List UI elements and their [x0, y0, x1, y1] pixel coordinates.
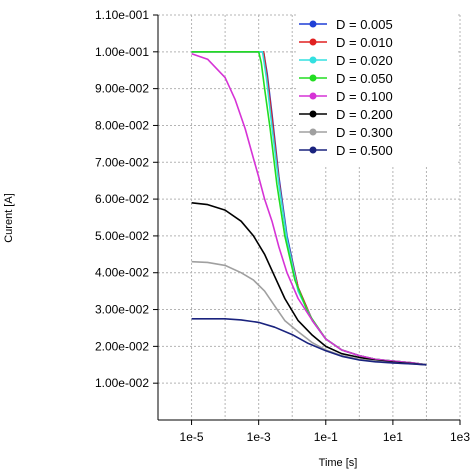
legend-marker: [309, 92, 317, 100]
y-tick-label: 7.00e-002: [95, 155, 149, 169]
legend-entry-label: D = 0.050: [336, 71, 393, 86]
series-line-0100: [191, 52, 427, 366]
legend-marker: [309, 128, 317, 136]
x-tick-label: 1e1: [383, 430, 403, 444]
y-tick-label: 1.00e-001: [95, 45, 149, 59]
x-tick-label: 1e3: [450, 430, 470, 444]
y-tick-label: 2.00e-002: [95, 339, 149, 353]
legend-marker: [309, 56, 317, 64]
series-line-0500: [191, 317, 427, 366]
legend-entry-label: D = 0.500: [336, 143, 393, 158]
x-tick-label: 1e-3: [247, 430, 271, 444]
series-lines: [191, 50, 427, 366]
legend-marker: [309, 20, 317, 28]
legend: D = 0.005 D = 0.010 D = 0.020 D = 0.050 D = …: [296, 13, 458, 165]
legend-entry-label: D = 0.010: [336, 35, 393, 50]
x-tick-label: 1e-1: [314, 430, 338, 444]
legend-marker: [309, 74, 317, 82]
legend-entry-label: D = 0.005: [336, 17, 393, 32]
y-tick-label: 1.10e-001: [95, 8, 149, 22]
x-axis-label: Time [s]: [319, 457, 358, 469]
legend-entry-label: D = 0.300: [336, 125, 393, 140]
legend-entry-label: D = 0.020: [336, 53, 393, 68]
legend-marker: [309, 110, 317, 118]
y-tick-label: 4.00e-002: [95, 266, 149, 280]
y-axis-label: Curent [A]: [3, 193, 15, 243]
legend-marker: [309, 38, 317, 46]
y-tick-label: 1.00e-002: [95, 376, 149, 390]
tick-labels: 1.00e-002 2.00e-002 3.00e-002 4.00e-002 5.00…: [95, 8, 470, 444]
legend-background: [296, 13, 458, 165]
legend-entry-label: D = 0.100: [336, 89, 393, 104]
x-tick-label: 1e-5: [180, 430, 204, 444]
legend-marker: [309, 146, 317, 154]
y-tick-label: 9.00e-002: [95, 82, 149, 96]
axes: [157, 15, 460, 421]
y-tick-label: 6.00e-002: [95, 192, 149, 206]
y-tick-label: 8.00e-002: [95, 118, 149, 132]
y-tick-label: 3.00e-002: [95, 303, 149, 317]
y-tick-label: 5.00e-002: [95, 229, 149, 243]
legend-entry-label: D = 0.200: [336, 107, 393, 122]
